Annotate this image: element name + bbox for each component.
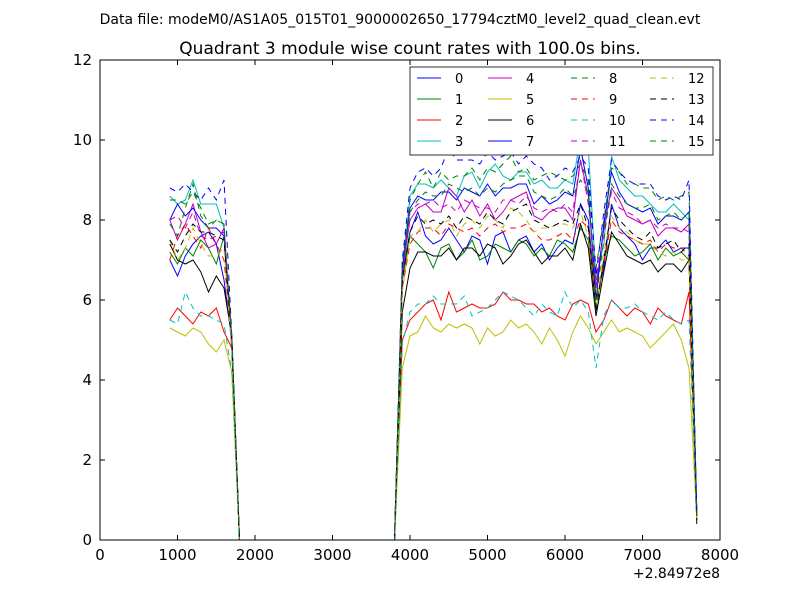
legend-label-9: 9 — [609, 93, 617, 108]
x-tick-label: 5000 — [468, 546, 506, 564]
y-tick-label: 6 — [82, 291, 92, 309]
series-line-14 — [169, 146, 698, 541]
series-layer — [169, 134, 698, 541]
x-tick-label: 8000 — [701, 546, 739, 564]
legend-label-8: 8 — [609, 72, 617, 87]
legend-label-7: 7 — [526, 135, 534, 150]
series-line-6 — [169, 222, 698, 541]
series-line-0 — [169, 202, 698, 541]
axis-ticks: 0 1000 2000 3000 4000 5000 6000 7000 80000246810… — [73, 51, 739, 564]
series-line-15 — [169, 175, 698, 541]
series-line-7 — [169, 147, 698, 541]
legend-label-11: 11 — [609, 135, 626, 150]
y-tick-label: 10 — [73, 131, 92, 149]
x-tick-label: 2000 — [236, 546, 274, 564]
x-tick-label: 4000 — [391, 546, 429, 564]
series-line-8 — [169, 155, 698, 541]
series-line-1 — [169, 226, 698, 541]
y-tick-label: 0 — [82, 531, 92, 549]
chart-title: Quadrant 3 module wise count rates with … — [179, 39, 640, 59]
x-offset-label: +2.84972e8 — [633, 566, 720, 582]
y-tick-label: 4 — [82, 371, 92, 389]
x-tick-label: 3000 — [313, 546, 351, 564]
series-line-5 — [169, 314, 698, 541]
suptitle: Data file: modeM0/AS1A05_015T01_90000026… — [100, 12, 701, 28]
x-tick-label: 7000 — [623, 546, 661, 564]
series-line-13 — [169, 202, 698, 541]
legend-label-4: 4 — [526, 72, 534, 87]
y-tick-label: 12 — [73, 51, 92, 69]
legend-label-1: 1 — [455, 93, 463, 108]
x-tick-label: 6000 — [546, 546, 584, 564]
legend-label-2: 2 — [455, 114, 463, 129]
y-tick-label: 8 — [82, 211, 92, 229]
legend-label-0: 0 — [455, 72, 463, 87]
legend-label-15: 15 — [688, 135, 705, 150]
legend-label-12: 12 — [688, 72, 705, 87]
series-line-12 — [169, 207, 698, 541]
legend-label-13: 13 — [688, 93, 705, 108]
x-tick-label: 0 — [95, 546, 105, 564]
legend-label-5: 5 — [526, 93, 534, 108]
legend-label-14: 14 — [688, 114, 705, 129]
legend-label-3: 3 — [455, 135, 463, 150]
series-line-10 — [169, 290, 698, 541]
legend-label-10: 10 — [609, 114, 626, 129]
legend-frame — [409, 66, 714, 156]
legend-label-6: 6 — [526, 114, 534, 129]
y-tick-label: 2 — [82, 451, 92, 469]
series-line-3 — [169, 134, 698, 541]
x-tick-label: 1000 — [158, 546, 196, 564]
